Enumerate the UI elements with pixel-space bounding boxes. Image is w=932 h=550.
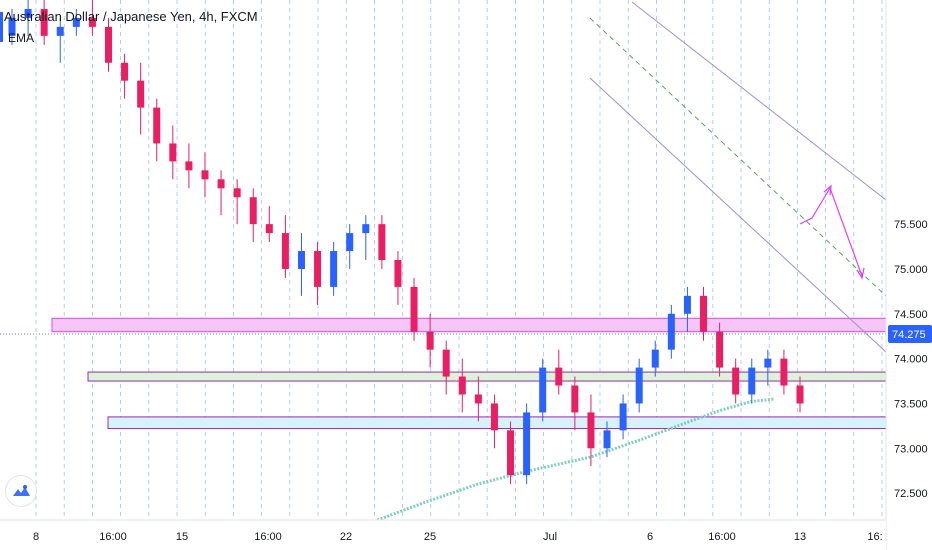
- y-tick-label: 72.500: [894, 488, 928, 500]
- channel-midline: [589, 17, 887, 297]
- x-tick-label: 15: [176, 531, 188, 543]
- candle-body: [185, 161, 193, 171]
- candle-body: [587, 412, 595, 449]
- x-axis: 8 16:00 15 16:00 22 25 Jul 6 16:00 13 16:: [0, 519, 886, 550]
- candle-body: [507, 430, 515, 476]
- candle-body: [201, 170, 209, 180]
- candle-body: [667, 313, 675, 350]
- x-tick-label: 6: [647, 531, 653, 543]
- candle-body: [314, 251, 322, 287]
- candle-body: [474, 394, 482, 404]
- candle-body: [523, 412, 531, 476]
- candle-body: [121, 62, 129, 81]
- channel-upper-line: [631, 1, 887, 201]
- candle-body: [780, 358, 788, 386]
- candle-body: [732, 367, 740, 395]
- candle-body: [56, 26, 64, 36]
- candle-body: [233, 188, 241, 198]
- candle-body: [796, 385, 804, 404]
- candle-body: [748, 367, 756, 395]
- x-tick-label: 8: [33, 531, 39, 543]
- x-tick-label: 16:00: [99, 531, 127, 543]
- candle-body: [346, 233, 354, 252]
- candle-body: [571, 385, 579, 413]
- projection-path: [799, 186, 863, 277]
- candle-body: [72, 17, 80, 27]
- zone-support-1: [87, 371, 887, 382]
- candle-body: [153, 107, 161, 144]
- x-tick-label: 16:00: [254, 531, 282, 543]
- y-tick-label: 75.500: [894, 219, 928, 231]
- candle-body: [700, 295, 708, 332]
- candle-body: [635, 367, 643, 404]
- last-price-badge: [888, 324, 932, 343]
- candle-body: [265, 224, 273, 234]
- price-zones: [51, 317, 887, 430]
- x-tick-label: Jul: [543, 531, 557, 543]
- candle-body: [619, 403, 627, 431]
- candle-body: [88, 17, 96, 27]
- channel-lower-line: [589, 77, 887, 353]
- series-marker-icon: [0, 12, 3, 42]
- chart-title-text: Australian Dollar / Japanese Yen, 4h, FX…: [4, 9, 258, 24]
- candle-body: [426, 331, 434, 350]
- x-axis-background: [0, 520, 886, 550]
- x-tick-label: 25: [424, 531, 436, 543]
- candle-body: [137, 80, 145, 108]
- candle-body: [764, 358, 772, 368]
- y-tick-label: 75.000: [894, 264, 928, 276]
- candle-body: [104, 26, 112, 63]
- candle-body: [555, 367, 563, 386]
- y-axis-background: [886, 0, 932, 550]
- projection-arrowhead-down: [856, 267, 865, 280]
- candle-body: [330, 251, 338, 287]
- candle-body: [458, 376, 466, 395]
- zone-resistance: [51, 317, 887, 333]
- candle-body: [8, 17, 16, 36]
- x-tick-label: 13: [794, 531, 806, 543]
- candle-body: [169, 143, 177, 162]
- candle-body: [394, 260, 402, 287]
- candle-body: [683, 295, 691, 314]
- last-price-label: 74.275: [892, 329, 926, 341]
- candle-body: [716, 331, 724, 368]
- candle-body: [281, 233, 289, 269]
- ema-line: [376, 397, 775, 522]
- candle-body: [539, 367, 547, 413]
- indicator-label: EMA: [8, 31, 35, 45]
- y-tick-label: 73.500: [894, 398, 928, 410]
- candle-body: [249, 197, 257, 225]
- projection-arrows: [799, 184, 865, 280]
- candle-body: [490, 403, 498, 431]
- projection-arrowhead-up: [823, 184, 832, 196]
- candle-body: [362, 224, 370, 234]
- x-tick-label: 22: [340, 531, 352, 543]
- tradingview-cloud-logo-icon[interactable]: [6, 476, 36, 506]
- candle-body: [217, 179, 225, 189]
- candle-body: [442, 349, 450, 377]
- y-tick-label: 74.500: [894, 309, 928, 321]
- candle-body: [410, 286, 418, 332]
- candle-body: [603, 430, 611, 449]
- y-tick-label: 73.000: [894, 443, 928, 455]
- chart-title: Australian Dollar / Japanese Yen, 4h, FX…: [0, 9, 258, 42]
- candle-body: [40, 8, 48, 36]
- trend-channel: [589, 1, 887, 353]
- vertical-grid: [35, 0, 883, 520]
- candle-body: [651, 349, 659, 368]
- x-tick-label: 16:00: [708, 531, 736, 543]
- x-tick-label: 16:: [867, 531, 882, 543]
- candle-body: [297, 251, 305, 269]
- candle-body: [378, 224, 386, 260]
- candles: [0, 0, 886, 485]
- candle-body: [24, 8, 32, 18]
- y-tick-label: 74.000: [894, 354, 928, 366]
- y-axis: 75.500 75.000 74.500 74.000 73.500 73.000 72.5…: [885, 0, 932, 550]
- ema-series-line: [376, 397, 775, 522]
